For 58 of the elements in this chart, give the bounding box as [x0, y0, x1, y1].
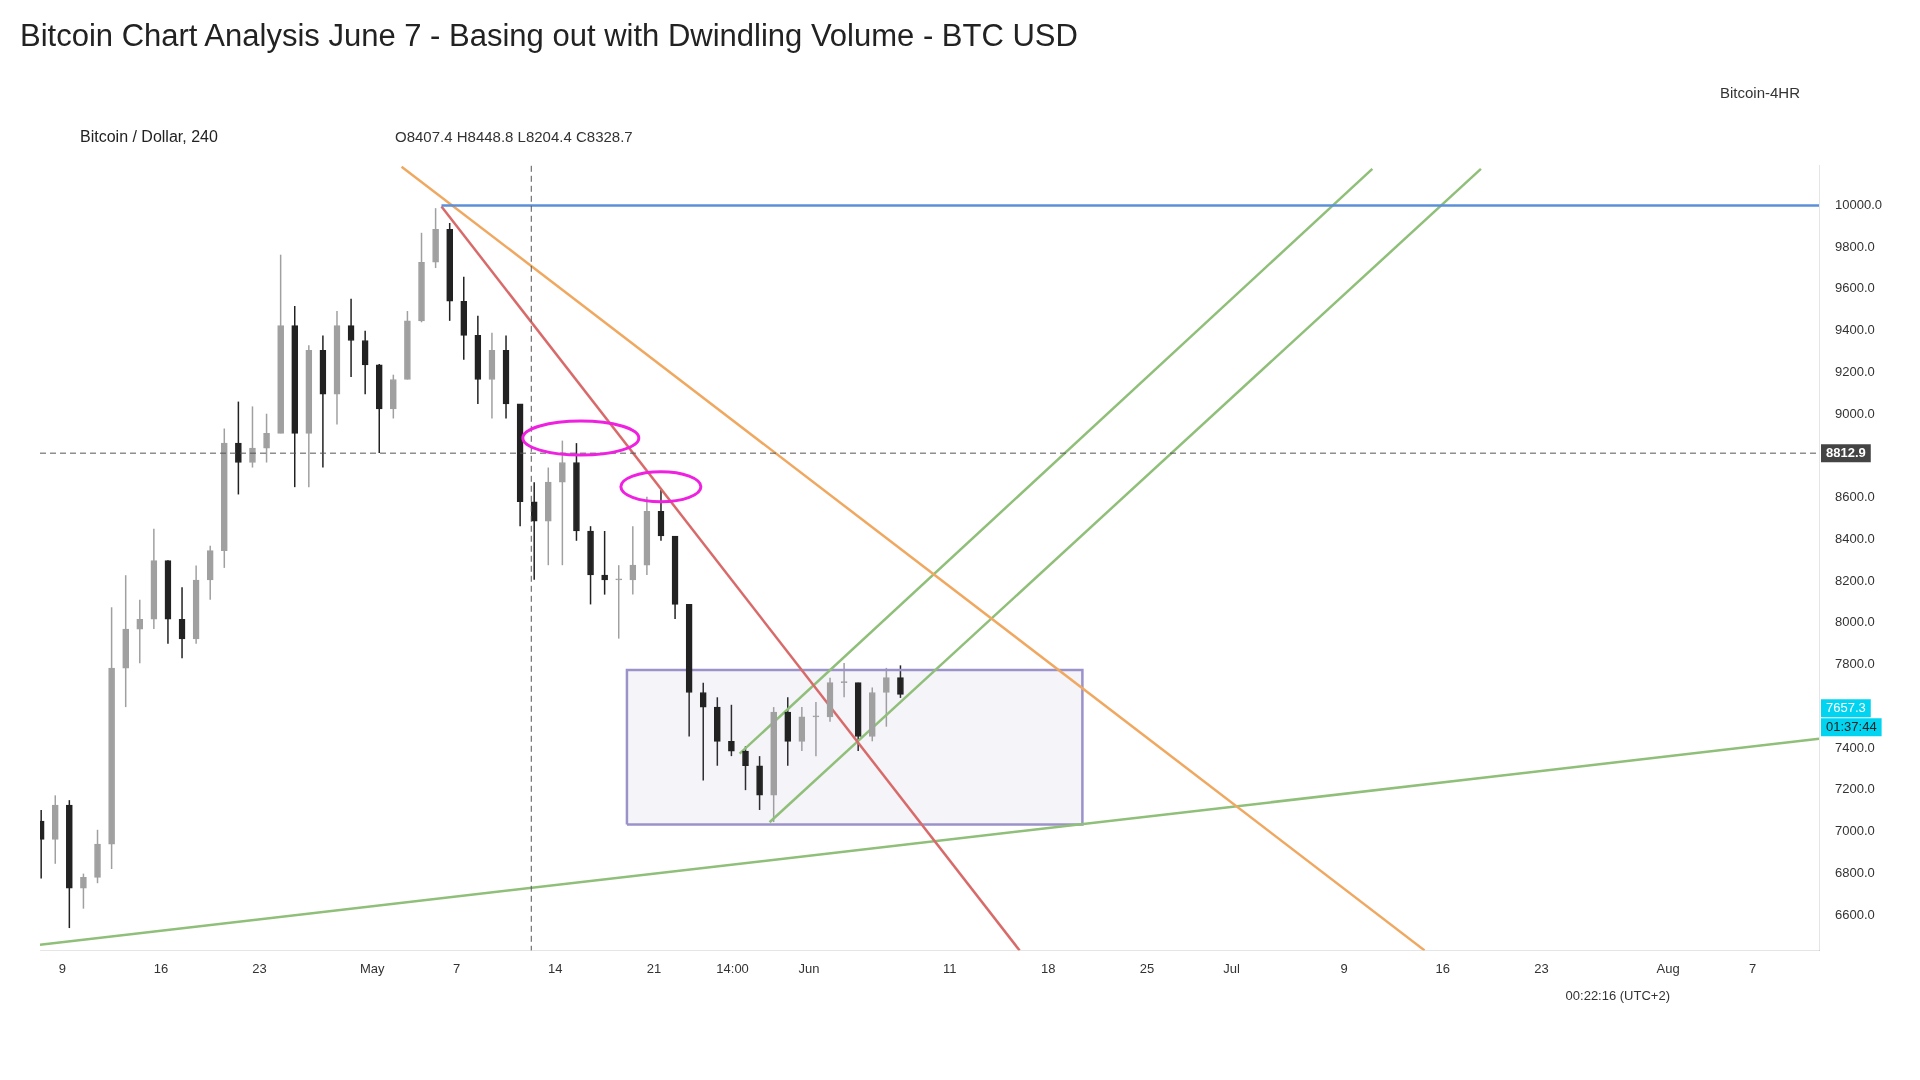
- candlestick: [530, 481, 538, 581]
- candlestick: [615, 564, 623, 640]
- candlestick: [249, 405, 256, 469]
- candlestick: [699, 681, 707, 782]
- x-tick-label: 7: [1749, 960, 1757, 976]
- x-tick-label: 9: [58, 960, 66, 976]
- candlestick: [80, 872, 87, 910]
- x-tick-label: 14:00: [716, 960, 749, 976]
- x-tick-label: 21: [646, 960, 662, 976]
- candlestick: [559, 439, 566, 566]
- chart-title: Bitcoin Chart Analysis June 7 - Basing out with Dwindling Volume - BTC USD: [20, 18, 1078, 54]
- candlestick: [601, 530, 608, 596]
- y-tick-label: 9200.0: [1835, 363, 1875, 379]
- x-tick-label: 18: [1041, 960, 1056, 976]
- x-tick-label: Aug: [1656, 960, 1680, 976]
- y-tick-label: 8400.0: [1835, 530, 1875, 546]
- text: 00:22:16 (UTC+2): [1565, 988, 1670, 1003]
- y-tick-label: 6600.0: [1835, 906, 1875, 922]
- x-tick-label: 16: [1435, 960, 1451, 976]
- x-tick-label: 7: [453, 960, 461, 976]
- y-tick-label: 7000.0: [1835, 823, 1875, 839]
- y-tick-label: 7800.0: [1835, 656, 1875, 672]
- candlestick: [728, 704, 735, 757]
- text: 7657.3: [1826, 699, 1866, 715]
- y-tick-label: 7400.0: [1835, 739, 1875, 755]
- x-tick-label: 23: [252, 960, 267, 976]
- candlestick: [897, 664, 904, 699]
- x-tick-label: 16: [153, 960, 169, 976]
- x-tick-label: 25: [1139, 960, 1155, 976]
- text: Bitcoin-4HR: [1719, 84, 1800, 101]
- y-tick-label: 9000.0: [1835, 405, 1875, 421]
- x-tick-label: 9: [1340, 960, 1348, 976]
- chart-subtitle: Bitcoin / Dollar, 240: [80, 128, 218, 146]
- x-tick-label: 14: [548, 960, 563, 976]
- candlestick: [136, 599, 144, 665]
- x-tick-label: 11: [943, 960, 957, 976]
- candlestick: [883, 667, 890, 728]
- text: 01:37:44: [1826, 718, 1877, 734]
- y-tick-label: 6800.0: [1835, 864, 1875, 880]
- candlestick: [263, 412, 270, 464]
- x-tick-label: 23: [1534, 960, 1549, 976]
- y-tick-label: 9600.0: [1835, 280, 1875, 296]
- x-tick-label: Jun: [798, 960, 820, 976]
- candlestick: [840, 662, 848, 699]
- y-tick-label: 8600.0: [1835, 489, 1875, 505]
- y-tick-label: 9800.0: [1835, 238, 1875, 254]
- y-tick-label: 8200.0: [1835, 572, 1875, 588]
- y-tick-label: 7200.0: [1835, 781, 1875, 797]
- text: O8407.4 H8448.8 L8204.4 C8328.7: [395, 128, 633, 145]
- y-tick-label: 10000.0: [1835, 197, 1883, 213]
- x-tick-label: May: [359, 960, 385, 976]
- ref-line-label: 8812.9: [1826, 444, 1866, 460]
- candlestick: [629, 525, 637, 596]
- y-tick-label: 9400.0: [1835, 322, 1875, 338]
- y-tick-label: 8000.0: [1835, 614, 1875, 630]
- candlestick: [812, 701, 820, 757]
- candlestick: [235, 400, 242, 496]
- x-tick-label: Jul: [1223, 960, 1240, 976]
